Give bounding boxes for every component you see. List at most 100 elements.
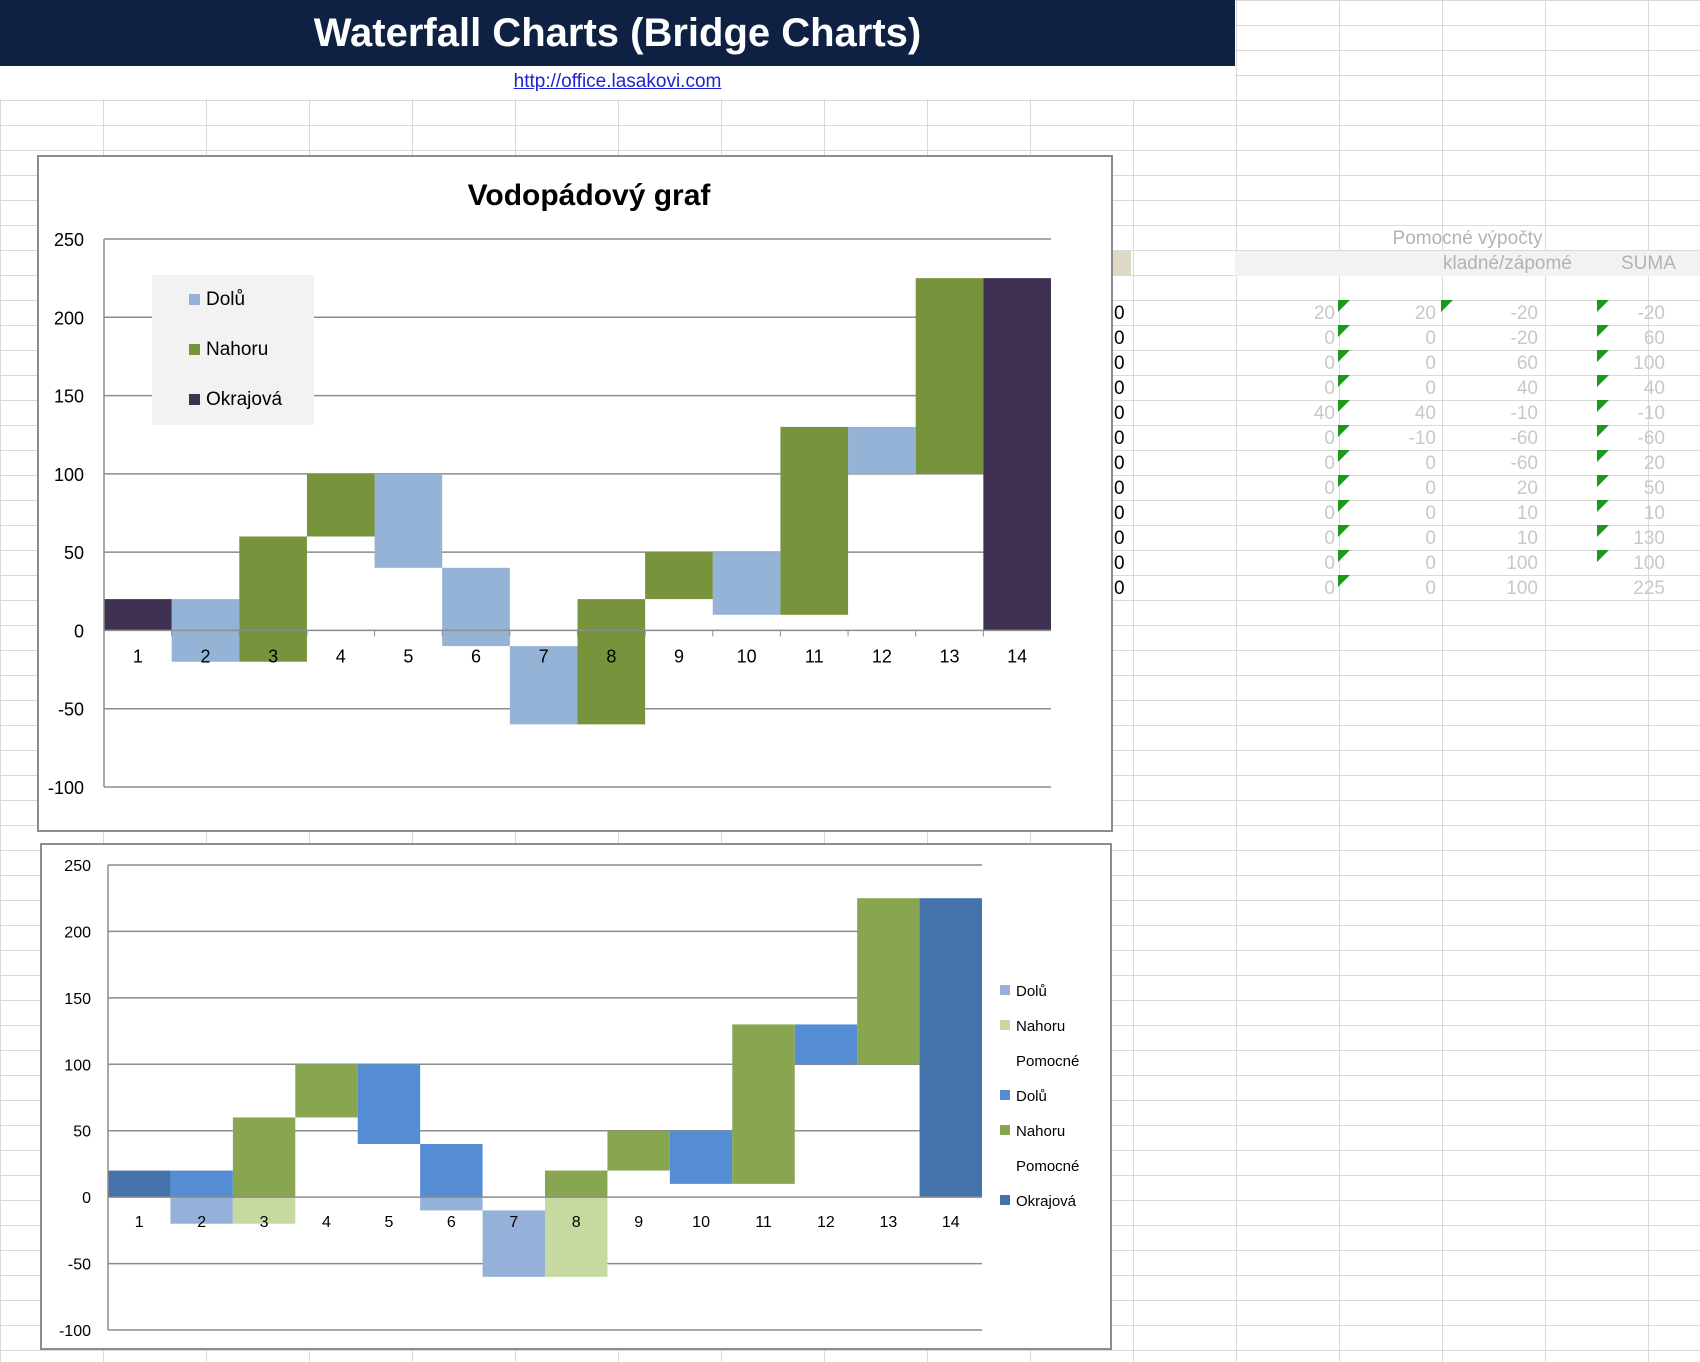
helper-header-sum: SUMA <box>1621 253 1676 274</box>
helper-cell[interactable]: -20 <box>1637 303 1665 324</box>
chart-2-bar-dolů <box>482 1210 545 1277</box>
chart-1-x-tick: 9 <box>674 646 684 666</box>
helper-cell[interactable]: 0 <box>1425 528 1436 549</box>
helper-cell[interactable]: 0 <box>1324 503 1335 524</box>
cell-comment-flag-icon <box>1338 300 1350 312</box>
helper-cell[interactable]: 0 <box>1324 578 1335 599</box>
helper-cell[interactable]: 0 <box>1425 353 1436 374</box>
chart-1-x-tick: 3 <box>268 646 278 666</box>
helper-header-band <box>1235 251 1700 276</box>
helper-cell[interactable]: -60 <box>1510 428 1538 449</box>
helper-cell[interactable]: 0 <box>1425 503 1436 524</box>
helper-cell[interactable]: 130 <box>1633 528 1665 549</box>
cell-comment-flag-icon <box>1338 350 1350 362</box>
helper-cell[interactable]: 0 <box>1324 553 1335 574</box>
chart-1-bar-nahoru <box>577 599 646 725</box>
chart-2-bar-dolů <box>357 1064 421 1144</box>
helper-cell[interactable]: 100 <box>1506 578 1538 599</box>
helper-cell[interactable]: 0 <box>1324 528 1335 549</box>
helper-cell[interactable]: 0 <box>1425 378 1436 399</box>
helper-cell[interactable]: 40 <box>1313 403 1335 424</box>
link-row: http://office.lasakovi.com <box>0 66 1235 99</box>
helper-cell[interactable]: 100 <box>1506 553 1538 574</box>
cell-comment-flag-icon <box>1597 350 1609 362</box>
helper-cell[interactable]: 0 <box>1425 328 1436 349</box>
chart-2-bar-nahoru <box>857 898 920 1065</box>
chart-1-bar-nahoru <box>239 536 307 662</box>
helper-cell[interactable]: -10 <box>1408 428 1436 449</box>
helper-cell[interactable]: -60 <box>1637 428 1665 449</box>
chart-1-x-tick: 1 <box>133 646 143 666</box>
chart-2-bar-nahoru <box>295 1064 358 1118</box>
office-link[interactable]: http://office.lasakovi.com <box>513 71 722 92</box>
chart-2-x-tick: 2 <box>197 1214 206 1231</box>
chart-1-bar-dolů <box>374 473 443 568</box>
chart-1-y-tick: 50 <box>64 543 84 563</box>
helper-cell[interactable]: -60 <box>1510 453 1538 474</box>
chart-2-x-tick: 10 <box>692 1214 710 1231</box>
helper-cell[interactable]: -10 <box>1637 403 1665 424</box>
helper-left-zero: 0 <box>1114 303 1125 324</box>
helper-cell[interactable]: 40 <box>1516 378 1538 399</box>
helper-cell[interactable]: 20 <box>1414 303 1436 324</box>
chart-2-legend-label: Pomocné <box>1016 1053 1079 1070</box>
helper-cell[interactable]: 0 <box>1324 453 1335 474</box>
chart-2-legend-label: Nahoru <box>1016 1123 1065 1140</box>
chart-2-bar-nahoru <box>545 1197 608 1277</box>
chart-1-bar-okrajová <box>983 278 1051 631</box>
chart-2-legend-swatch <box>1000 1125 1010 1135</box>
helper-cell[interactable]: 60 <box>1643 328 1665 349</box>
chart-2-y-tick: 200 <box>64 924 91 941</box>
chart-1-y-tick: -50 <box>58 700 84 720</box>
helper-cell[interactable]: 225 <box>1633 578 1665 599</box>
waterfall-chart-2[interactable]: 250 200 150 100 50 0 -50 -100 1 2 3 4 5 6 7 8 9 10 11 12 13… <box>40 843 1112 1350</box>
chart-1-bar-nahoru <box>306 473 375 537</box>
helper-cell[interactable]: 10 <box>1516 528 1538 549</box>
helper-cell[interactable]: 0 <box>1425 453 1436 474</box>
helper-cell[interactable]: 0 <box>1425 553 1436 574</box>
waterfall-chart-1-plot: Vodopádový graf 250 200 150 100 50 0 -50 -100 1… <box>48 179 1051 798</box>
chart-2-x-tick: 4 <box>322 1214 331 1231</box>
chart-2-x-tick: 13 <box>879 1214 897 1231</box>
helper-cell[interactable]: 0 <box>1324 478 1335 499</box>
helper-cell[interactable]: 0 <box>1324 328 1335 349</box>
helper-cell[interactable]: 40 <box>1643 378 1665 399</box>
chart-1-legend <box>152 275 314 425</box>
helper-cell[interactable]: -20 <box>1510 303 1538 324</box>
helper-cell[interactable]: -20 <box>1510 328 1538 349</box>
helper-cell[interactable]: 50 <box>1643 478 1665 499</box>
chart-2-legend-label: Nahoru <box>1016 1018 1065 1035</box>
helper-cell[interactable]: 40 <box>1414 403 1436 424</box>
helper-band-left <box>1113 251 1131 276</box>
chart-2-y-tick: 150 <box>64 991 91 1008</box>
chart-1-bar-dolů <box>712 552 781 615</box>
chart-2-legend-label: Dolů <box>1016 1088 1047 1105</box>
chart-2-legend-swatch <box>1000 985 1010 995</box>
helper-left-zero: 0 <box>1114 478 1125 499</box>
helper-cell[interactable]: 0 <box>1324 428 1335 449</box>
helper-cell[interactable]: 10 <box>1516 503 1538 524</box>
helper-cell[interactable]: 20 <box>1516 478 1538 499</box>
helper-cell[interactable]: -10 <box>1510 403 1538 424</box>
helper-cell[interactable]: 0 <box>1425 478 1436 499</box>
chart-1-legend-label: Okrajová <box>206 389 282 410</box>
helper-left-zero: 0 <box>1114 578 1125 599</box>
helper-cell[interactable]: 20 <box>1313 303 1335 324</box>
helper-cell[interactable]: 0 <box>1425 578 1436 599</box>
chart-2-x-tick: 5 <box>384 1214 393 1231</box>
helper-cell[interactable]: 20 <box>1643 453 1665 474</box>
helper-cell[interactable]: 100 <box>1633 353 1665 374</box>
chart-1-x-tick: 5 <box>403 646 413 666</box>
helper-cell[interactable]: 0 <box>1324 353 1335 374</box>
chart-2-x-tick: 14 <box>942 1214 960 1231</box>
helper-cell[interactable]: 100 <box>1633 553 1665 574</box>
waterfall-chart-1[interactable]: Vodopádový graf 250 200 150 100 50 0 -50 -100 1… <box>37 155 1113 832</box>
chart-2-bar-dolů <box>420 1197 483 1211</box>
chart-2-bar-nahoru <box>232 1197 296 1224</box>
cell-comment-flag-icon <box>1338 400 1350 412</box>
helper-left-zero: 0 <box>1114 453 1125 474</box>
helper-cell[interactable]: 60 <box>1516 353 1538 374</box>
helper-cell[interactable]: 10 <box>1643 503 1665 524</box>
cell-comment-flag-icon <box>1597 300 1609 312</box>
helper-cell[interactable]: 0 <box>1324 378 1335 399</box>
